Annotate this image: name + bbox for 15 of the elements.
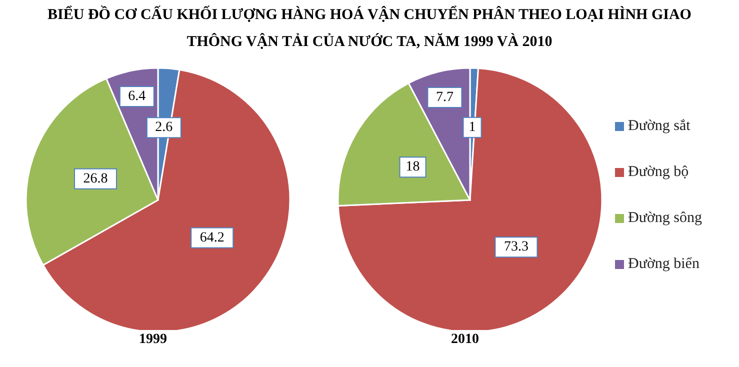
text: 2010 xyxy=(450,332,480,348)
data-label: 7.7 xyxy=(436,90,454,105)
data-label: 2.6 xyxy=(155,120,173,136)
data-label: 26.8 xyxy=(83,171,108,186)
data-label: 6.4 xyxy=(128,89,146,104)
data-label: 18 xyxy=(406,160,420,175)
legend-label: Đường sông xyxy=(628,210,702,226)
legend-label: Đường bộ xyxy=(628,164,689,180)
legend-label: Đường sắt xyxy=(628,118,690,134)
data-label: 1 xyxy=(468,120,476,135)
legend-label: Đường biển xyxy=(628,256,700,272)
data-label: 73.3 xyxy=(504,240,528,255)
data-label: 64.2 xyxy=(200,230,224,246)
text: BIỂU ĐỒ CƠ CẤU KHỐI LƯỢNG HÀNG HOÁ VẬN CHUYỂN PHÂN THEO LOẠI HÌNH GIAO THÔNG VẬN TẢI CỦA NƯỚC TA, NĂM 1999 VÀ 2010 xyxy=(46,4,692,52)
text: 1999 xyxy=(138,332,168,348)
